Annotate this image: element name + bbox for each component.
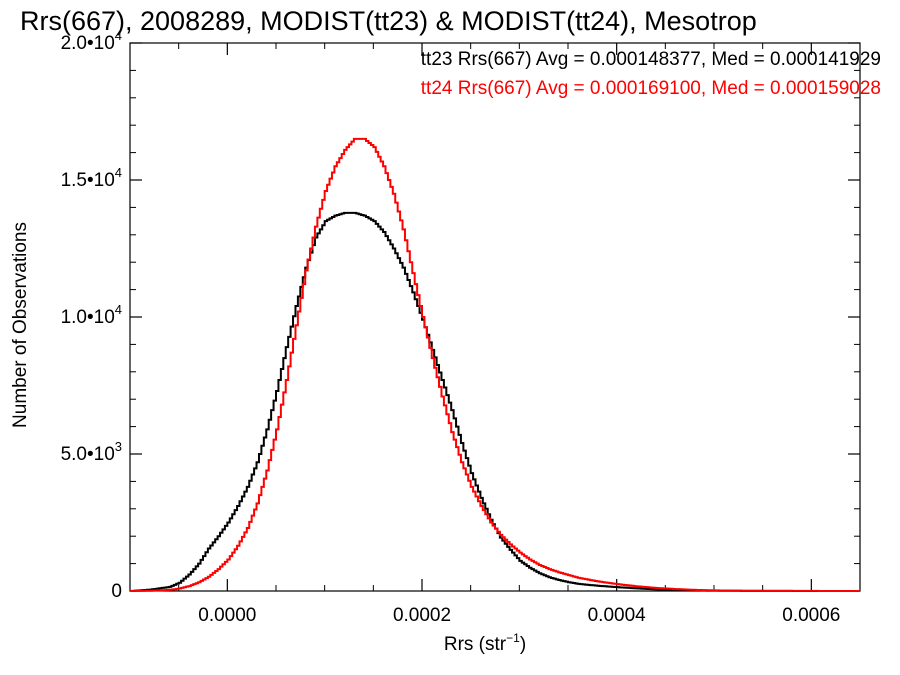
- x-tick-label: 0.0002: [393, 605, 451, 626]
- x-tick-label: 0.0004: [588, 605, 647, 626]
- y-tick-label: 1.0•104: [61, 302, 122, 328]
- series-layer: [130, 137, 860, 592]
- y-tick-label: 5.0•103: [61, 439, 122, 465]
- x-axis: 0.0000 0.0002 0.0004 0.0006: [129, 43, 840, 626]
- plot-area: [129, 42, 861, 592]
- legend-entry-tt24: tt24 Rrs(667) Avg = 0.000169100, Med = 0…: [421, 78, 881, 99]
- chart-title: Rrs(667), 2008289, MODIST(tt23) & MODIST…: [20, 6, 757, 36]
- y-tick-label: 2.0•104: [61, 28, 122, 54]
- x-tick-label: 0.0006: [782, 605, 840, 626]
- legend-entry-tt23: tt23 Rrs(667) Avg = 0.000148377, Med = 0…: [421, 49, 881, 70]
- series-tt24-line: [130, 137, 860, 592]
- x-axis-label: Rrs (str−1): [444, 631, 526, 655]
- x-tick-label: 0.0000: [198, 605, 256, 626]
- series-tt23-line: [130, 211, 860, 592]
- legend: tt23 Rrs(667) Avg = 0.000148377, Med = 0…: [421, 49, 881, 99]
- y-tick-label: 1.5•104: [61, 165, 122, 191]
- y-axis-label: Number of Observations: [10, 222, 31, 428]
- y-tick-label: 0: [111, 581, 122, 602]
- plot-frame: [129, 42, 861, 592]
- y-axis: 0 5.0•103 1.0•104 1.5•104 2.0•104: [61, 28, 860, 602]
